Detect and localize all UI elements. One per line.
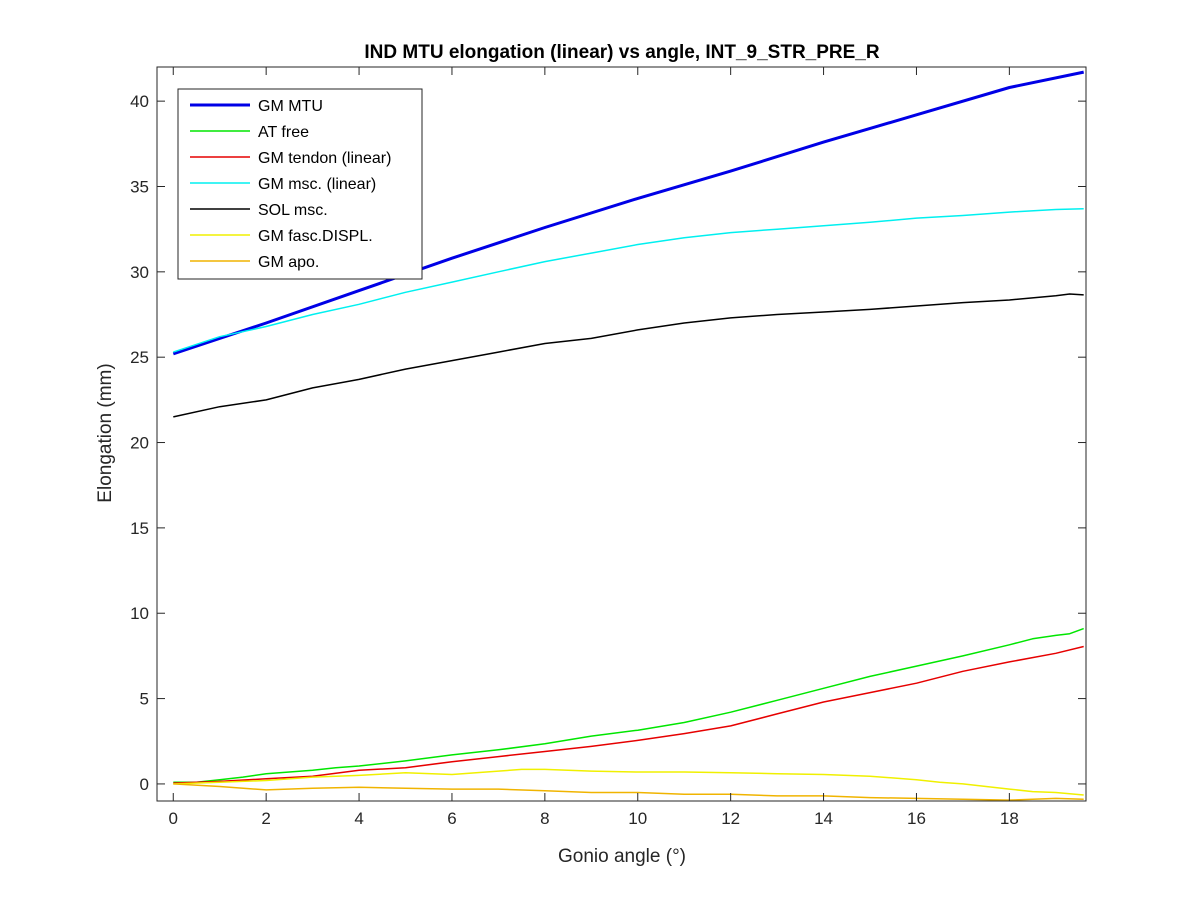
y-tick-label: 15 — [130, 519, 149, 538]
series-line-at-free — [173, 627, 1084, 783]
y-tick-label: 35 — [130, 177, 149, 196]
y-tick-label: 40 — [130, 92, 149, 111]
plot-area: 0 2 4 6 8 10 12 14 16 18 0 5 10 15 20 25 30 35 40 — [130, 66, 1087, 828]
legend-box — [177, 88, 423, 280]
legend-label: AT free — [258, 124, 309, 141]
y-tick-label: 20 — [130, 434, 149, 453]
legend-label: SOL msc. — [258, 202, 328, 219]
x-tick-label: 8 — [540, 809, 549, 828]
x-axis: 0 2 4 6 8 10 12 14 16 18 — [169, 67, 1019, 828]
x-tick-label: 0 — [169, 809, 178, 828]
x-tick-label: 16 — [907, 809, 926, 828]
y-axis-title: Elongation (mm) — [95, 363, 116, 502]
legend: GM MTU AT free GM tendon (linear) GM msc. (… — [177, 88, 423, 280]
legend-label: GM fasc.DISPL. — [258, 228, 373, 245]
x-tick-label: 18 — [1000, 809, 1019, 828]
series-line-gm-mtu — [172, 70, 1085, 356]
axes-box — [156, 66, 1087, 802]
series-layer — [172, 70, 1085, 801]
x-tick-label: 12 — [721, 809, 740, 828]
x-tick-label: 2 — [261, 809, 270, 828]
y-tick-label: 5 — [140, 690, 149, 709]
x-tick-label: 14 — [814, 809, 833, 828]
y-tick-label: 25 — [130, 348, 149, 367]
legend-label: GM tendon (linear) — [258, 150, 391, 167]
legend-label: GM apo. — [258, 254, 319, 271]
y-tick-label: 10 — [130, 604, 149, 623]
x-axis-title: Gonio angle (°) — [558, 846, 686, 867]
x-tick-label: 10 — [628, 809, 647, 828]
series-line-gm-msc-linear — [173, 207, 1084, 353]
x-tick-label: 4 — [354, 809, 363, 828]
series-line-gm-apo — [173, 783, 1084, 801]
y-tick-label: 0 — [140, 775, 149, 794]
legend-label: GM msc. (linear) — [258, 176, 376, 193]
series-line-gm-tendon-linear — [173, 645, 1084, 784]
y-axis: 0 5 10 15 20 25 30 35 40 — [130, 92, 1086, 794]
y-tick-label: 30 — [130, 263, 149, 282]
chart-title: IND MTU elongation (linear) vs angle, IN… — [364, 42, 879, 63]
series-line-sol-msc — [173, 293, 1084, 418]
legend-label: GM MTU — [258, 98, 323, 115]
series-line-gm-fasc-displ — [173, 768, 1084, 796]
x-tick-label: 6 — [447, 809, 456, 828]
